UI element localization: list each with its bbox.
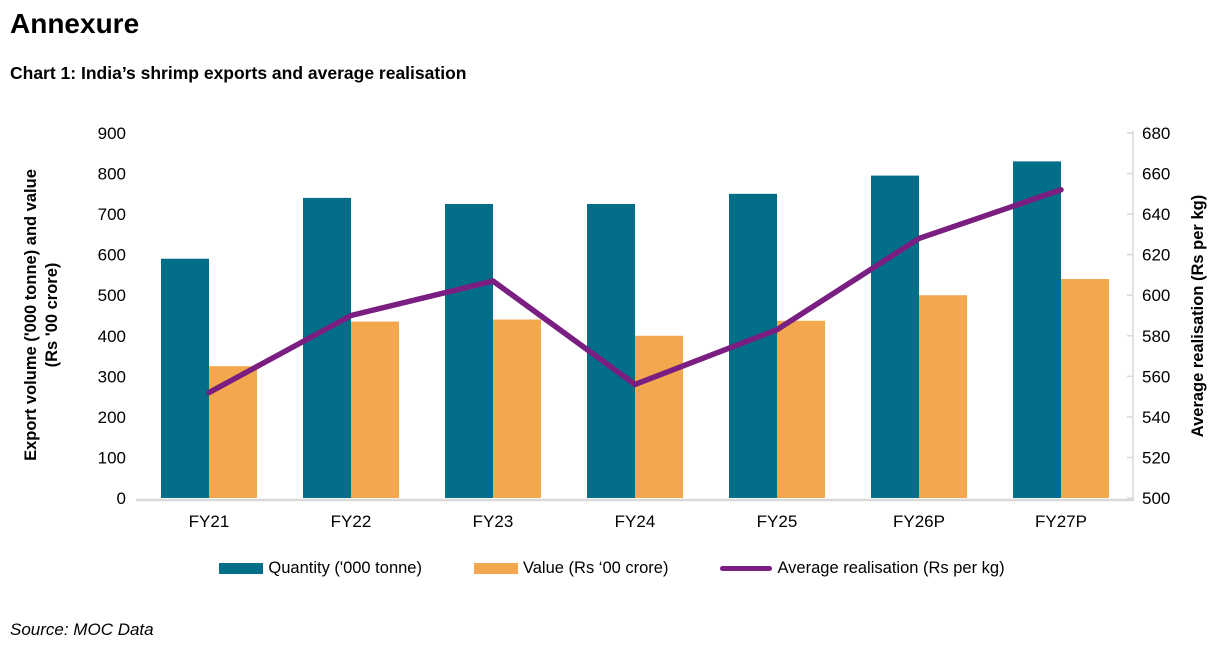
right-axis-title: Average realisation (Rs per kg) [1189, 194, 1207, 438]
svg-text:FY26P: FY26P [893, 512, 945, 531]
quantity-swatch-icon [219, 562, 264, 574]
svg-text:400: 400 [98, 327, 126, 346]
svg-text:580: 580 [1142, 327, 1170, 346]
svg-text:100: 100 [98, 448, 126, 467]
svg-text:FY25: FY25 [757, 512, 798, 531]
left-axis-title: Export volume ('000 tonne) and value (Rs… [21, 105, 63, 525]
svg-text:520: 520 [1142, 448, 1170, 467]
legend-label-value: Value (Rs ‘00 crore) [522, 558, 669, 577]
svg-text:FY22: FY22 [331, 512, 372, 531]
svg-text:FY24: FY24 [615, 512, 656, 531]
chart-title: Chart 1: India’s shrimp exports and aver… [10, 63, 467, 83]
svg-text:0: 0 [117, 489, 126, 508]
svg-text:600: 600 [1142, 286, 1170, 305]
svg-text:FY27P: FY27P [1035, 512, 1087, 531]
svg-text:800: 800 [98, 165, 126, 184]
svg-text:700: 700 [98, 205, 126, 224]
svg-text:620: 620 [1142, 246, 1170, 265]
svg-text:900: 900 [98, 124, 126, 143]
legend-label-quantity: Quantity ('000 tonne) [268, 558, 422, 577]
chart-area: 0 100 200 300 400 500 600 700 800 900 500 520 540 560… [0, 110, 1224, 550]
left-axis-title-line1: Export volume ('000 tonne) and value [22, 169, 40, 461]
svg-text:FY21: FY21 [189, 512, 230, 531]
svg-text:660: 660 [1142, 165, 1170, 184]
svg-text:200: 200 [98, 408, 126, 427]
value-swatch-icon [473, 562, 518, 574]
chart-svg: 0 100 200 300 400 500 600 700 800 900 500 520 540 560… [98, 124, 1171, 531]
svg-text:600: 600 [98, 246, 126, 265]
source-note: Source: MOC Data [10, 620, 154, 639]
legend-item-quantity: Quantity ('000 tonne) [219, 559, 422, 578]
svg-text:500: 500 [1142, 489, 1170, 508]
legend-item-value: Value (Rs ‘00 crore) [473, 558, 669, 578]
svg-text:680: 680 [1142, 124, 1170, 143]
svg-text:560: 560 [1142, 367, 1170, 386]
legend-label-realisation: Average realisation (Rs per kg) [777, 558, 1005, 577]
left-axis-title-line2: (Rs '00 crore) [42, 262, 61, 368]
svg-text:FY23: FY23 [473, 512, 514, 531]
legend-item-realisation: Average realisation (Rs per kg) [720, 558, 1005, 578]
svg-text:500: 500 [98, 286, 126, 305]
svg-text:640: 640 [1142, 205, 1170, 224]
svg-text:540: 540 [1142, 408, 1170, 427]
realisation-line-swatch-icon [720, 565, 773, 571]
chart-legend: Quantity ('000 tonne) Value (Rs ‘00 cror… [0, 550, 1224, 586]
svg-text:300: 300 [98, 367, 126, 386]
page-title: Annexure [10, 8, 140, 39]
